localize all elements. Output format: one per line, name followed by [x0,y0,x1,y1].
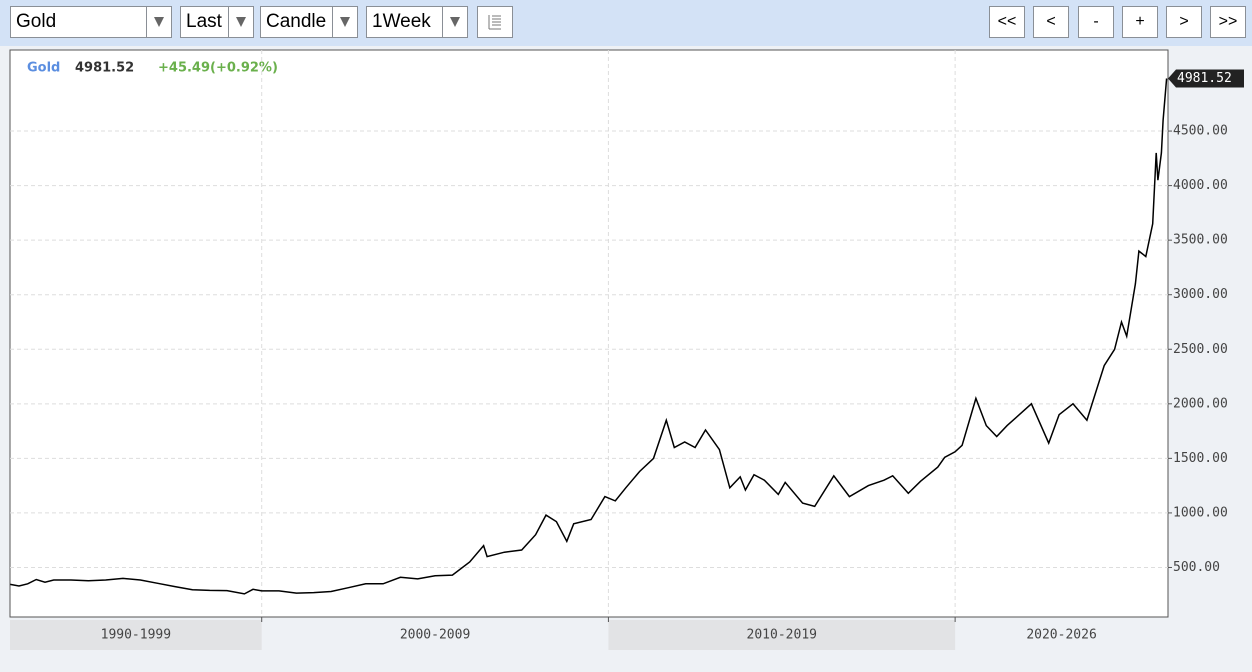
y-tick-label: 2500.00 [1173,342,1228,357]
y-tick-label: 500.00 [1173,560,1220,575]
nav-button[interactable]: << [989,6,1025,38]
nav-button[interactable]: - [1078,6,1114,38]
x-band-label: 2000-2009 [400,628,470,643]
dropdown-text: Candle [266,11,327,32]
x-band [10,620,262,650]
x-band-label: 1990-1999 [101,628,171,643]
dropdown-arrow [228,7,253,37]
nav-button[interactable]: < [1033,6,1069,38]
y-tick-label: 4500.00 [1173,124,1228,139]
symbol-dropdown[interactable]: Gold [10,6,172,38]
dropdown-text: 1Week [372,11,431,32]
nav-button[interactable]: >> [1210,6,1246,38]
dropdown-arrow [146,7,171,37]
y-tick-label: 1500.00 [1173,451,1228,466]
y-tick-label: 1000.00 [1173,505,1228,520]
last-price-label: 4981.52 [1177,71,1232,86]
y-tick-label: 2000.00 [1173,396,1228,411]
nav-button[interactable]: > [1166,6,1202,38]
toolbar: Gold Last Candle 1Week << < - + > >> [0,0,1252,46]
legend-last: 4981.52 [75,61,134,76]
y-tick-label: 3500.00 [1173,233,1228,248]
nav-button[interactable]: + [1122,6,1158,38]
legend-change: +45.49(+0.92%) [158,61,278,76]
y-tick-label: 3000.00 [1173,287,1228,302]
x-band-label: 2010-2019 [747,628,817,643]
price-dropdown[interactable]: Last [180,6,254,38]
period-dropdown[interactable]: 1Week [366,6,468,38]
legend-name: Gold [27,61,60,76]
x-band [608,620,956,650]
dropdown-text: Last [186,11,222,32]
y-tick-label: 4000.00 [1173,178,1228,193]
dropdown-text: Gold [16,11,57,32]
x-band-label: 2020-2026 [1026,628,1096,643]
plot-area [9,49,1169,618]
chart: Gold 4981.52 +45.49(+0.92%) 500.00 1000.0… [9,49,1244,650]
dropdown-arrow [442,7,467,37]
last-price-tag [1168,69,1244,88]
dropdown-arrow [332,7,357,37]
table-button[interactable] [477,6,513,38]
price-line [10,78,1168,595]
style-dropdown[interactable]: Candle [260,6,358,38]
